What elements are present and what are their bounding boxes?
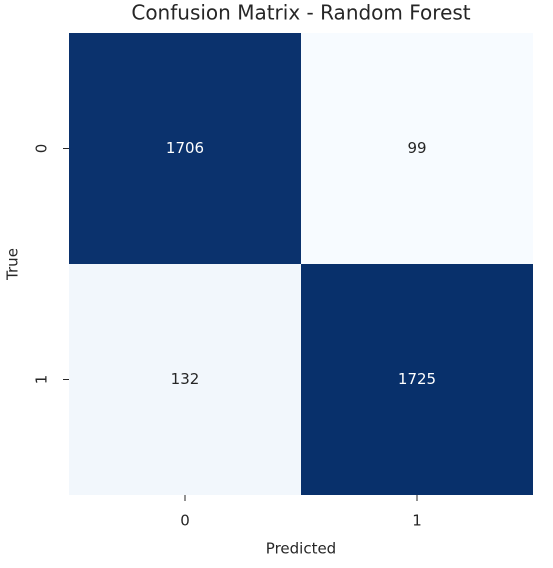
chart-title: Confusion Matrix - Random Forest [131, 1, 470, 25]
x-axis-label: Predicted [266, 540, 336, 558]
heatmap-cell [301, 264, 533, 495]
cell-label: 99 [407, 139, 426, 157]
cell-label: 1706 [166, 139, 204, 157]
cell-label: 132 [171, 370, 200, 388]
x-tick-label: 0 [180, 512, 190, 530]
heatmap-cell [69, 33, 301, 264]
y-tick-label: 1 [33, 375, 51, 385]
y-axis-label: True [4, 248, 22, 281]
x-tick-label: 1 [412, 512, 422, 530]
cell-label: 1725 [398, 370, 436, 388]
heatmap-cell [69, 264, 301, 495]
y-tick-label: 0 [33, 144, 51, 154]
heatmap-cell [301, 33, 533, 264]
